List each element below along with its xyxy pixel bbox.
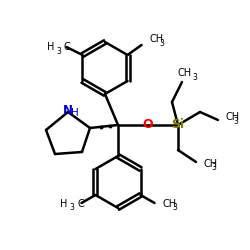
Text: N: N [63, 104, 73, 117]
Text: C: C [64, 42, 70, 52]
Text: CH: CH [162, 199, 177, 209]
Text: 3: 3 [172, 204, 178, 212]
Text: 3: 3 [160, 38, 164, 48]
Text: Si: Si [172, 118, 184, 132]
Text: C: C [78, 199, 84, 209]
Text: H: H [47, 42, 54, 52]
Text: 3: 3 [56, 46, 61, 56]
Text: CH: CH [178, 68, 192, 78]
Text: CH: CH [150, 34, 164, 44]
Text: 3: 3 [192, 72, 198, 82]
Text: H: H [60, 199, 68, 209]
Text: 3: 3 [212, 164, 216, 172]
Text: O: O [143, 118, 153, 132]
Text: 3: 3 [234, 116, 238, 126]
Text: CH: CH [204, 159, 218, 169]
Text: H: H [71, 108, 79, 118]
Text: CH: CH [226, 112, 240, 122]
Text: 3: 3 [69, 204, 74, 212]
